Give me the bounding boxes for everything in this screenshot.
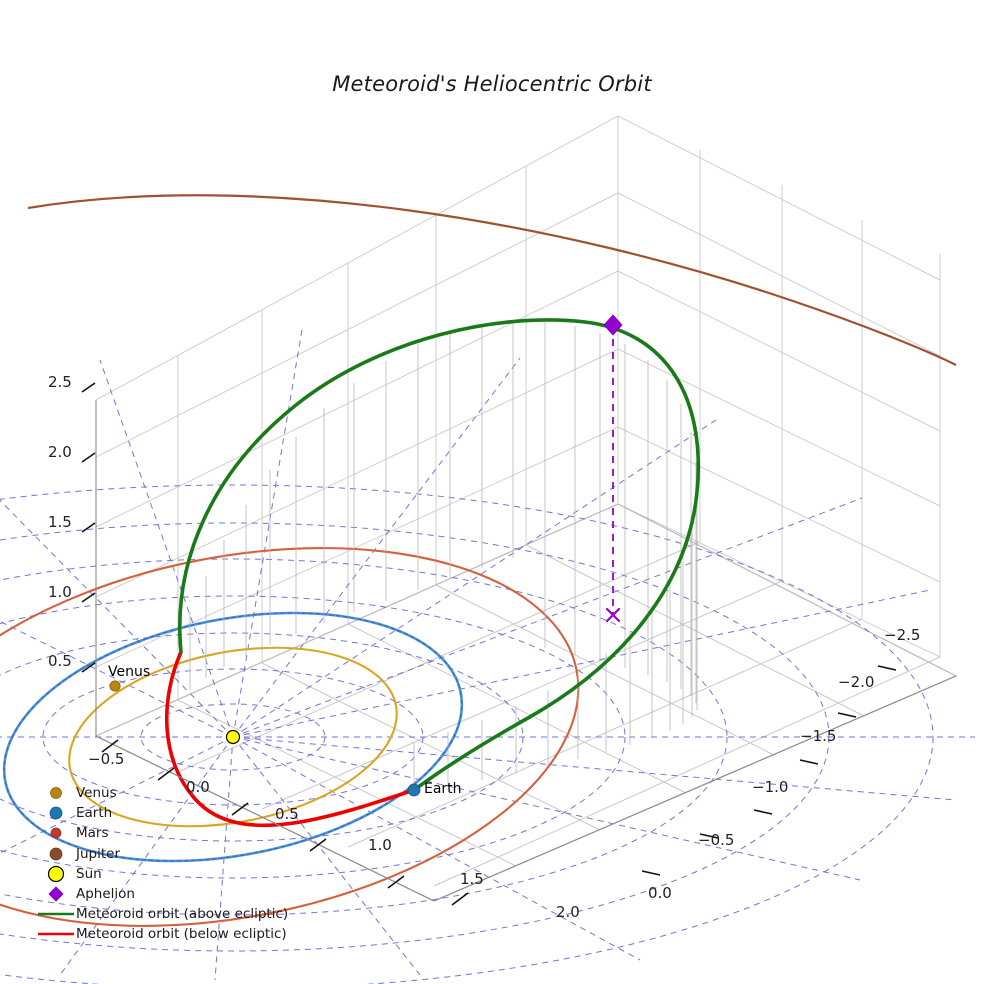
x-tick-label-4: 1.5 bbox=[460, 870, 484, 888]
axes-pane-grid bbox=[95, 115, 941, 737]
circle-marker-icon bbox=[36, 823, 76, 843]
y-tick-label-4: −2.0 bbox=[838, 673, 875, 691]
orbit-drop-lines bbox=[189, 322, 698, 792]
venus-marker bbox=[109, 680, 121, 692]
legend-label-venus: Venus bbox=[76, 785, 117, 802]
legend-label-orbit-below: Meteoroid orbit (below ecliptic) bbox=[76, 926, 287, 943]
z-tick-label-1: 1.0 bbox=[48, 583, 72, 601]
y-tick-label-1: −0.5 bbox=[698, 831, 735, 849]
legend-label-sun: Sun bbox=[76, 865, 102, 882]
x-tick-label-2: 0.5 bbox=[275, 805, 299, 823]
sun-marker-icon bbox=[36, 864, 76, 884]
diamond-marker-icon bbox=[36, 884, 76, 904]
line-swatch-icon bbox=[36, 924, 76, 944]
legend-label-aphelion: Aphelion bbox=[76, 886, 135, 903]
circle-marker-icon bbox=[36, 783, 76, 803]
circle-marker-icon bbox=[36, 803, 76, 823]
polar-reference-grid bbox=[0, 329, 975, 984]
z-tick-label-4: 2.5 bbox=[48, 373, 72, 391]
venus-annotation-label: Venus bbox=[108, 664, 151, 680]
aphelion-projection-marker bbox=[605, 607, 621, 623]
z-tick-label-3: 2.0 bbox=[48, 443, 72, 461]
legend-label-jupiter: Jupiter bbox=[76, 845, 121, 862]
earth-marker bbox=[407, 783, 421, 797]
legend-item-aphelion[interactable]: Aphelion bbox=[36, 884, 298, 904]
legend: Venus Earth Mars Jupiter Sun bbox=[36, 783, 298, 945]
x-tick-label-5: 2.0 bbox=[556, 903, 580, 921]
meteoroid-orbit-above-ecliptic bbox=[178, 318, 700, 792]
legend-item-venus[interactable]: Venus bbox=[36, 783, 298, 803]
y-tick-label-2: −1.0 bbox=[752, 778, 789, 796]
y-tick-label-5: −2.5 bbox=[884, 626, 921, 644]
circle-marker-icon bbox=[36, 844, 76, 864]
axis-spines bbox=[95, 400, 957, 902]
axis-tick-marks bbox=[81, 382, 897, 906]
meteoroid-orbit-below-ecliptic bbox=[165, 650, 416, 828]
x-tick-label-3: 1.0 bbox=[368, 836, 392, 854]
legend-item-earth[interactable]: Earth bbox=[36, 803, 298, 823]
line-swatch-icon bbox=[36, 904, 76, 924]
earth-orbit-path bbox=[2, 611, 464, 863]
y-tick-label-3: −1.5 bbox=[800, 727, 837, 745]
z-tick-label-0: 0.5 bbox=[48, 652, 72, 670]
legend-item-jupiter[interactable]: Jupiter bbox=[36, 844, 298, 864]
legend-item-orbit-below[interactable]: Meteoroid orbit (below ecliptic) bbox=[36, 924, 298, 944]
legend-item-orbit-above[interactable]: Meteoroid orbit (above ecliptic) bbox=[36, 904, 298, 924]
page-title: Meteoroid's Heliocentric Orbit bbox=[332, 72, 652, 96]
legend-item-mars[interactable]: Mars bbox=[36, 823, 298, 843]
legend-item-sun[interactable]: Sun bbox=[36, 864, 298, 884]
legend-label-mars: Mars bbox=[76, 825, 109, 842]
mars-orbit-path bbox=[0, 547, 580, 927]
x-tick-label-1: 0.0 bbox=[186, 778, 210, 796]
legend-label-orbit-above: Meteoroid orbit (above ecliptic) bbox=[76, 906, 289, 923]
sun-marker bbox=[225, 729, 241, 745]
venus-orbit-path bbox=[68, 646, 398, 828]
legend-label-earth: Earth bbox=[76, 805, 113, 822]
y-tick-label-0: 0.0 bbox=[648, 884, 672, 902]
z-tick-label-2: 1.5 bbox=[48, 513, 72, 531]
earth-annotation-label: Earth bbox=[424, 781, 462, 797]
aphelion-marker bbox=[603, 314, 623, 336]
x-tick-label-0: −0.5 bbox=[88, 750, 125, 768]
jupiter-orbit-path bbox=[27, 194, 957, 366]
